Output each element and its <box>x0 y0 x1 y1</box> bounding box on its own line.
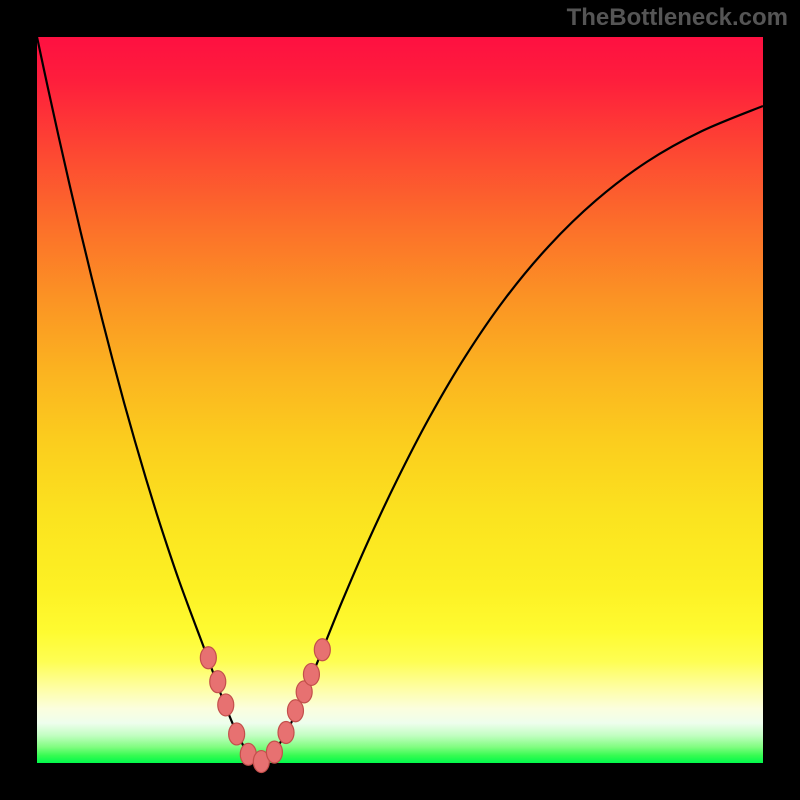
marker-point <box>278 722 294 744</box>
curve-right <box>261 106 763 763</box>
marker-point <box>210 671 226 693</box>
marker-point <box>303 663 319 685</box>
markers-group <box>200 639 330 773</box>
marker-point <box>287 700 303 722</box>
marker-point <box>218 694 234 716</box>
marker-point <box>314 639 330 661</box>
marker-point <box>229 723 245 745</box>
chart-frame: TheBottleneck.com <box>0 0 800 800</box>
curve-left <box>37 37 261 763</box>
marker-point <box>266 741 282 763</box>
curve-overlay <box>0 0 800 800</box>
marker-point <box>200 647 216 669</box>
attribution-text: TheBottleneck.com <box>567 4 788 32</box>
